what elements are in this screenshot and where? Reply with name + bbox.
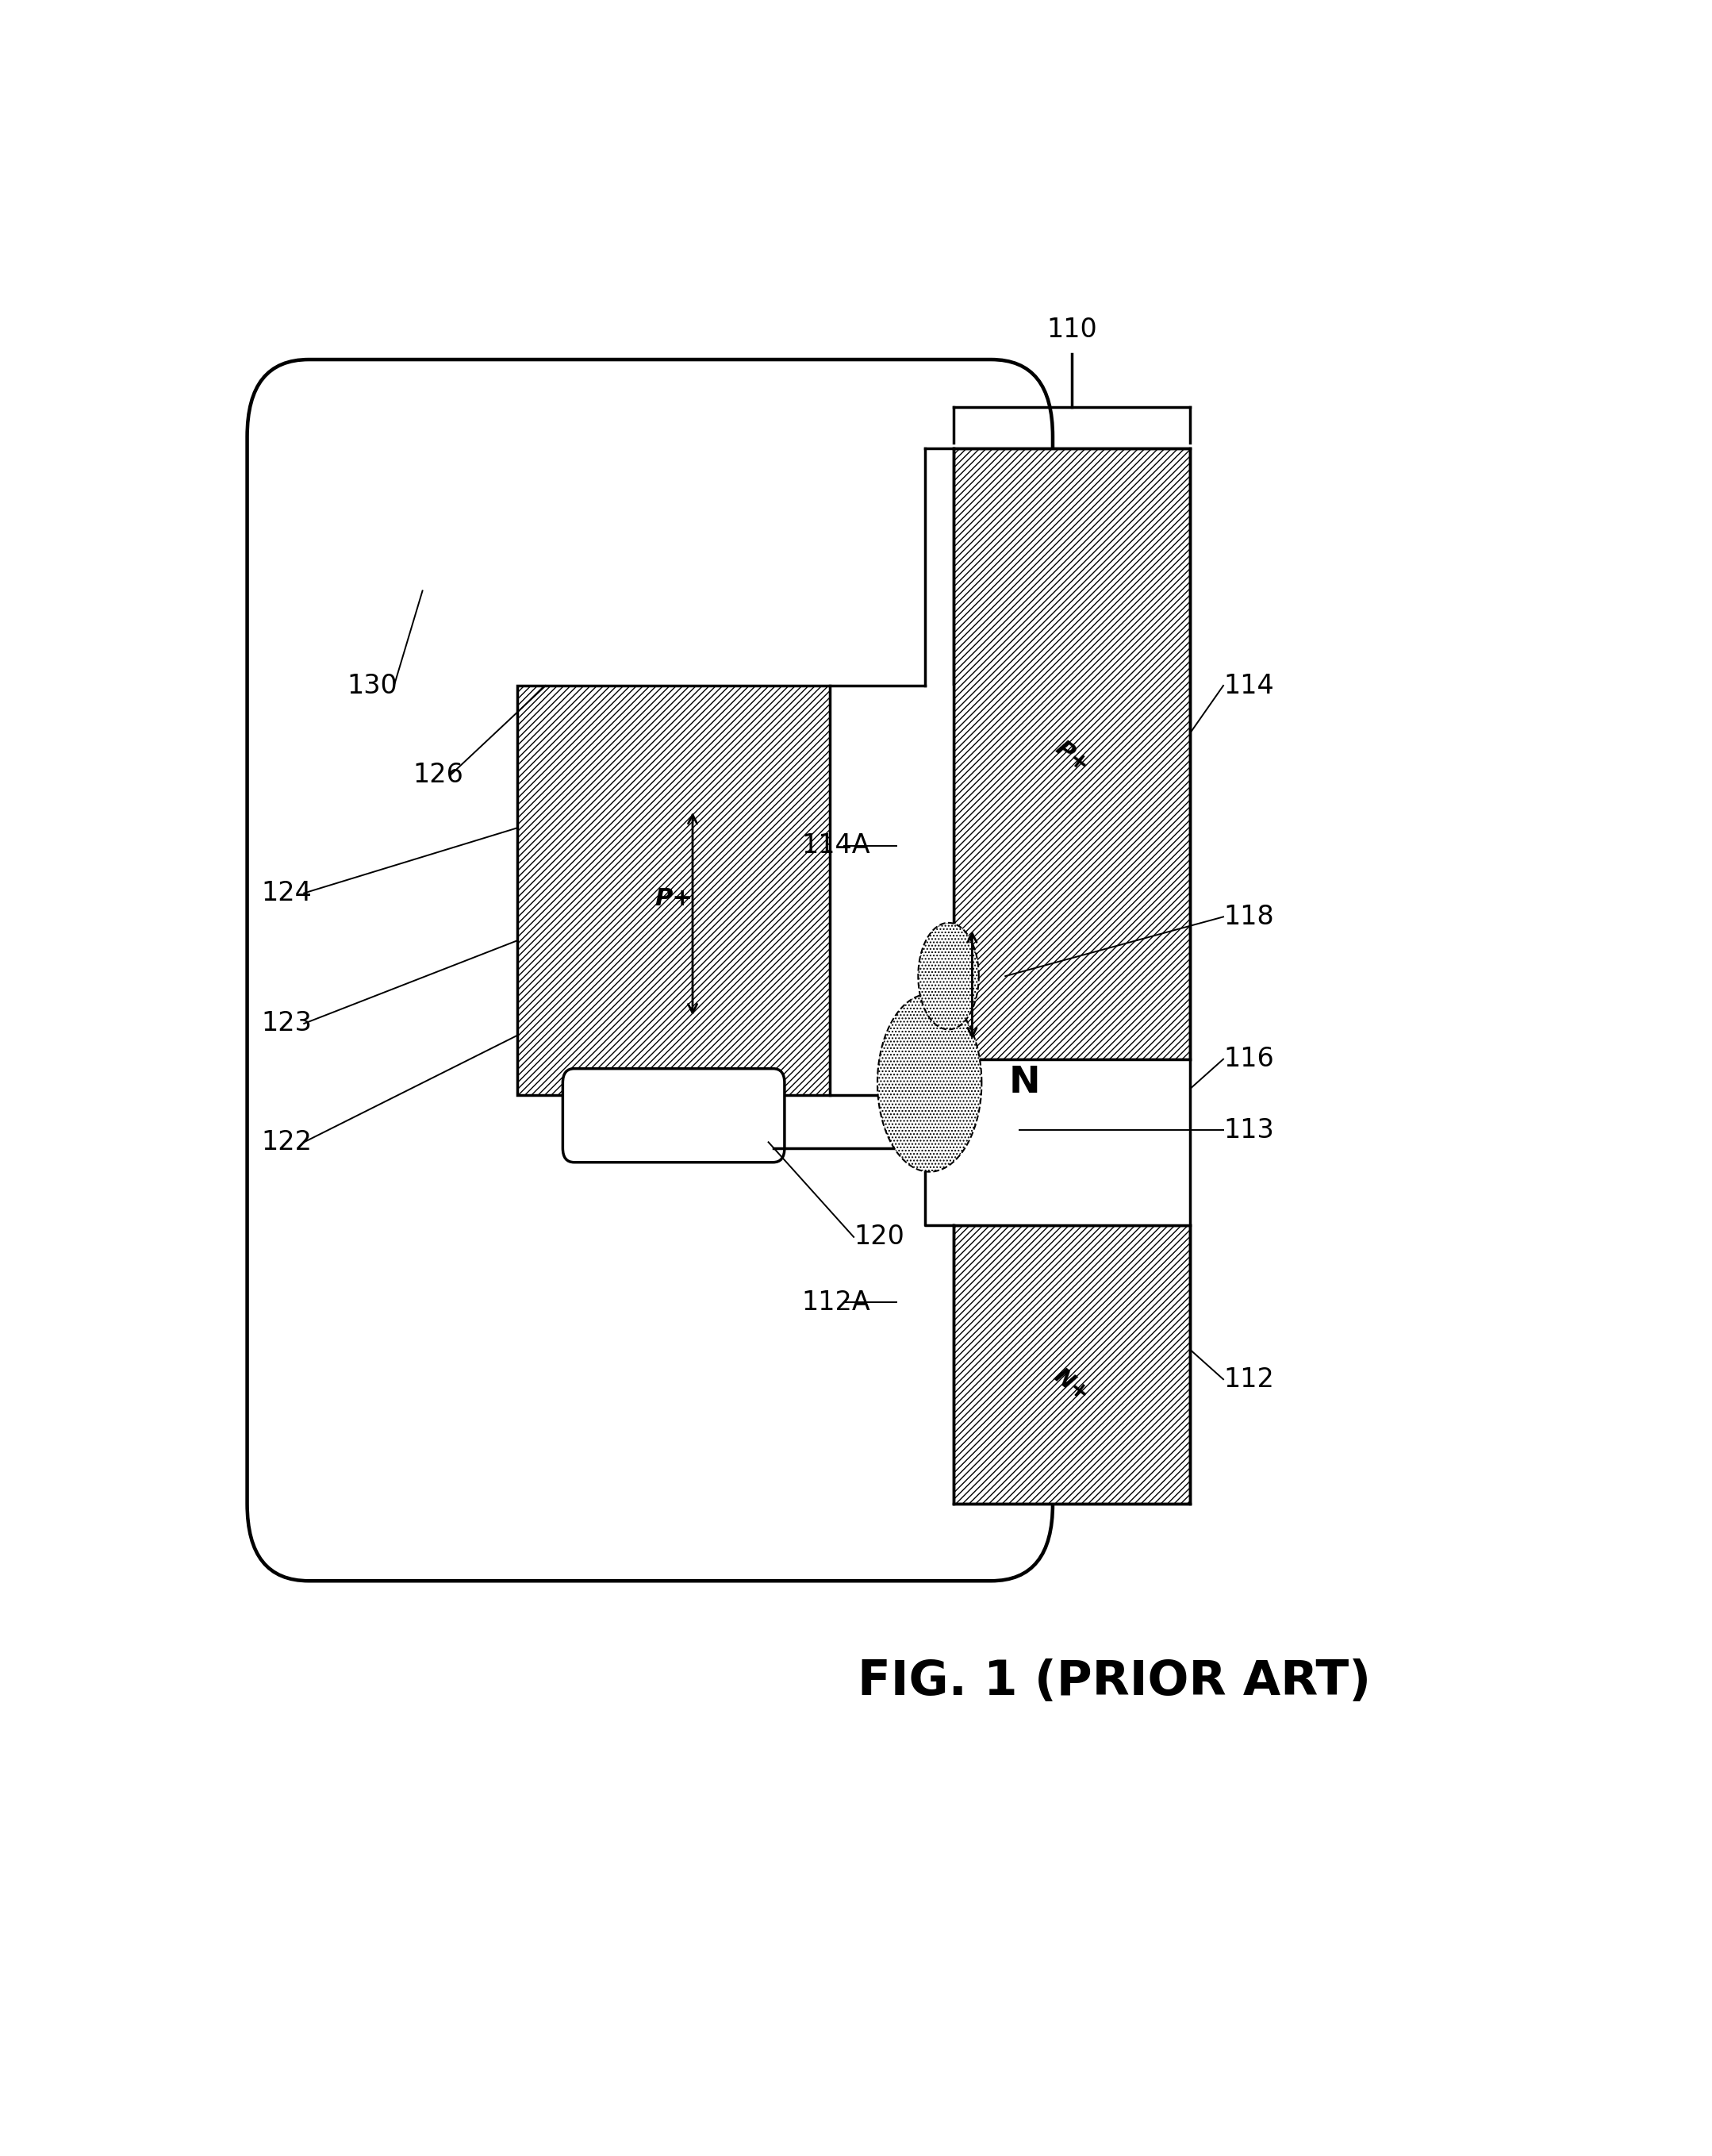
- Bar: [954, 1225, 1190, 1505]
- Text: 112A: 112A: [801, 1289, 870, 1315]
- Text: 126: 126: [413, 761, 464, 787]
- Bar: [517, 686, 830, 1095]
- Text: 112: 112: [1224, 1367, 1274, 1393]
- Text: N: N: [1008, 1065, 1039, 1102]
- Bar: [830, 686, 954, 1095]
- Text: P+: P+: [1051, 737, 1092, 776]
- Bar: [954, 1059, 1190, 1225]
- Polygon shape: [918, 923, 979, 1028]
- Text: 110: 110: [1046, 317, 1097, 343]
- Text: 124: 124: [262, 880, 312, 906]
- Bar: [954, 448, 1190, 1059]
- Bar: [570, 1072, 777, 1136]
- Polygon shape: [878, 994, 981, 1171]
- Text: 118: 118: [1224, 903, 1274, 929]
- Text: 113: 113: [1224, 1117, 1274, 1143]
- Text: 120: 120: [854, 1225, 904, 1250]
- FancyBboxPatch shape: [247, 360, 1053, 1580]
- Text: P+: P+: [654, 888, 693, 910]
- Text: N+: N+: [1049, 1365, 1094, 1406]
- Text: 116: 116: [1224, 1046, 1274, 1072]
- Text: 114: 114: [1224, 673, 1274, 699]
- Text: FIG. 1 (PRIOR ART): FIG. 1 (PRIOR ART): [858, 1658, 1371, 1705]
- Text: 114A: 114A: [801, 832, 870, 858]
- Text: 130: 130: [346, 673, 397, 699]
- Text: 123: 123: [262, 1011, 312, 1037]
- FancyBboxPatch shape: [563, 1069, 784, 1162]
- Text: 122: 122: [262, 1130, 312, 1156]
